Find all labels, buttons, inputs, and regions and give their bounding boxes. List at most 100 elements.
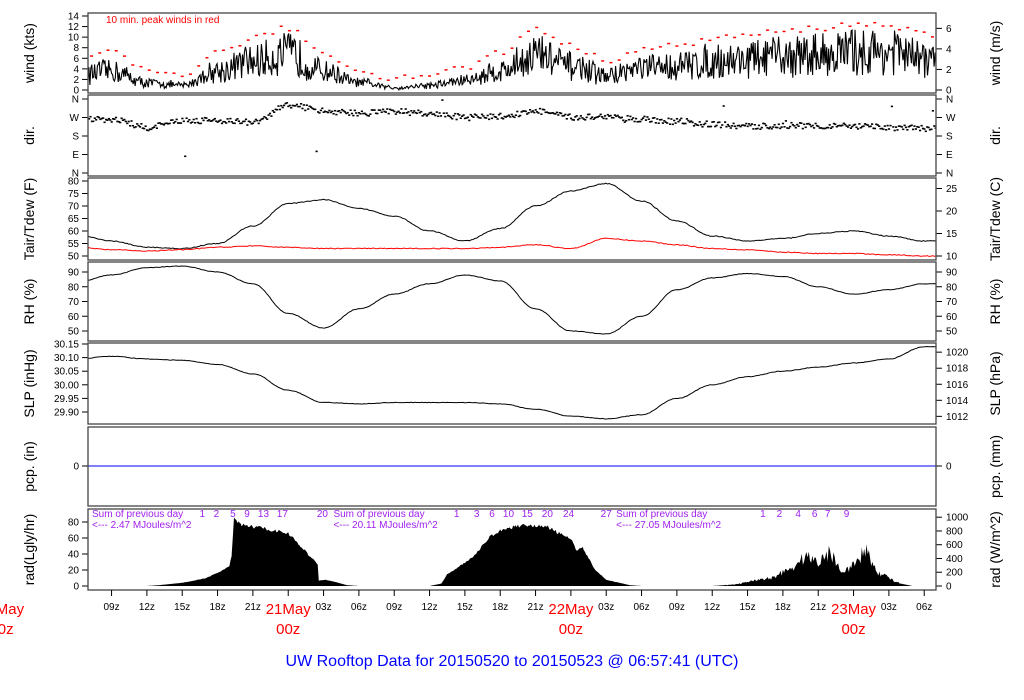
wind-direction-point — [110, 121, 113, 123]
wind-direction-point — [530, 111, 533, 113]
time-tick-label: 12z — [421, 602, 437, 613]
wind-direction-point — [609, 114, 612, 117]
wind-direction-point — [765, 124, 768, 127]
wind-direction-point — [307, 108, 310, 110]
wind-direction-point — [681, 122, 684, 125]
slp-right-tick-label: 1018 — [946, 364, 969, 375]
date-label-day: 20May — [0, 601, 25, 618]
wind-direction-point — [797, 125, 800, 127]
wind-direction-point — [594, 117, 597, 119]
wind-left-tick-label: 10 — [68, 33, 80, 44]
wind-direction-point — [242, 120, 245, 123]
pcp-left-axis-label: pcp. (in) — [21, 441, 37, 492]
wind-direction-point — [774, 126, 778, 129]
wind-direction-point — [410, 110, 413, 112]
wind-direction-point — [489, 113, 492, 115]
wind-direction-point — [903, 124, 906, 127]
wind-direction-point — [523, 110, 526, 112]
wind-direction-point — [295, 103, 298, 106]
dir-right-axis-label: dir. — [987, 126, 1003, 145]
wind-direction-point — [250, 123, 253, 125]
wind-direction-point — [610, 116, 614, 119]
dir-left-tick-label: N — [72, 169, 79, 180]
wind-direction-point — [215, 120, 218, 122]
temp-left-tick-label: 50 — [68, 252, 80, 263]
wind-direction-point — [430, 111, 433, 114]
wind-direction-point — [179, 122, 183, 124]
wind-direction-point — [725, 125, 728, 128]
wind-direction-point — [292, 104, 296, 107]
wind-direction-point — [463, 117, 467, 120]
wind-direction-point — [459, 117, 462, 119]
wind-direction-point — [934, 127, 936, 129]
wind-direction-point — [359, 113, 362, 115]
slp-left-tick-label: 30.05 — [54, 367, 79, 378]
cumulative-radiation-label: 20 — [317, 509, 329, 520]
wind-direction-point — [721, 124, 724, 126]
wind-direction-point — [95, 119, 98, 121]
wind-direction-point — [382, 108, 385, 111]
wind-direction-point — [374, 112, 378, 115]
wind-direction-point — [873, 127, 876, 130]
wind-direction-point — [854, 123, 857, 126]
wind-direction-point — [254, 118, 257, 121]
rad-right-tick-label: 0 — [946, 582, 952, 593]
wind-direction-point — [862, 125, 865, 127]
radiation-sum-heading: Sum of previous day — [333, 509, 424, 520]
wind-direction-point — [160, 123, 163, 125]
time-tick-label: 06z — [916, 602, 932, 613]
wind-direction-point — [865, 123, 868, 126]
wind-direction-point — [548, 112, 551, 115]
wind-direction-point — [685, 118, 688, 120]
wind-direction-point — [332, 113, 335, 115]
wind-direction-point — [690, 120, 693, 122]
wind-direction-point — [912, 128, 915, 131]
wind-direction-point — [534, 109, 537, 111]
wind-direction-point — [209, 120, 212, 122]
wind-direction-point — [235, 119, 238, 121]
wind-direction-point — [654, 122, 657, 124]
wind-direction-point — [114, 116, 118, 119]
rad-right-tick-label: 400 — [946, 554, 963, 565]
wind-direction-point — [380, 111, 383, 113]
wind-direction-point — [119, 121, 122, 124]
wind-direction-point — [448, 115, 451, 117]
wind-direction-point — [335, 113, 338, 116]
wind-direction-point — [513, 116, 516, 119]
wind-direction-point — [123, 118, 126, 121]
wind-direction-point — [588, 113, 591, 116]
wind-direction-point — [517, 115, 520, 118]
wind-direction-point — [595, 116, 598, 119]
wind-direction-point — [155, 127, 158, 129]
wind-direction-point — [919, 129, 922, 132]
wind-direction-point — [496, 118, 499, 120]
wind-direction-point — [824, 127, 827, 130]
wind-direction-point — [206, 119, 209, 122]
wind-direction-point — [777, 123, 780, 126]
wind-direction-point — [550, 112, 553, 114]
wind-direction-point — [201, 117, 204, 120]
wind-direction-point — [847, 126, 850, 128]
wind-direction-point — [165, 122, 168, 125]
rad-left-axis-label: rad(Lgly/hr) — [21, 514, 37, 586]
wind-direction-point — [661, 122, 664, 124]
wind-direction-point — [592, 118, 595, 120]
wind-direction-point — [263, 116, 266, 118]
wind-direction-point — [561, 115, 564, 117]
rh-panel-frame — [87, 261, 937, 342]
wind-direction-point — [591, 116, 594, 118]
wind-direction-point — [537, 112, 540, 114]
wind-direction-point — [872, 127, 875, 130]
wind-direction-point — [164, 122, 167, 125]
wind-direction-point — [861, 125, 864, 128]
wind-direction-point — [671, 123, 674, 126]
wind-direction-point — [835, 125, 838, 128]
rad-plot-area — [88, 517, 936, 586]
wind-direction-point — [770, 128, 773, 130]
wind-direction-point — [216, 121, 219, 123]
slp-panel: SLP (inHg) SLP (hPa) 29.90 29.95 30.00 30.05 3… — [21, 340, 1003, 425]
wind-direction-point — [582, 118, 585, 120]
wind-direction-point — [196, 121, 199, 124]
wind-direction-point — [479, 117, 482, 119]
